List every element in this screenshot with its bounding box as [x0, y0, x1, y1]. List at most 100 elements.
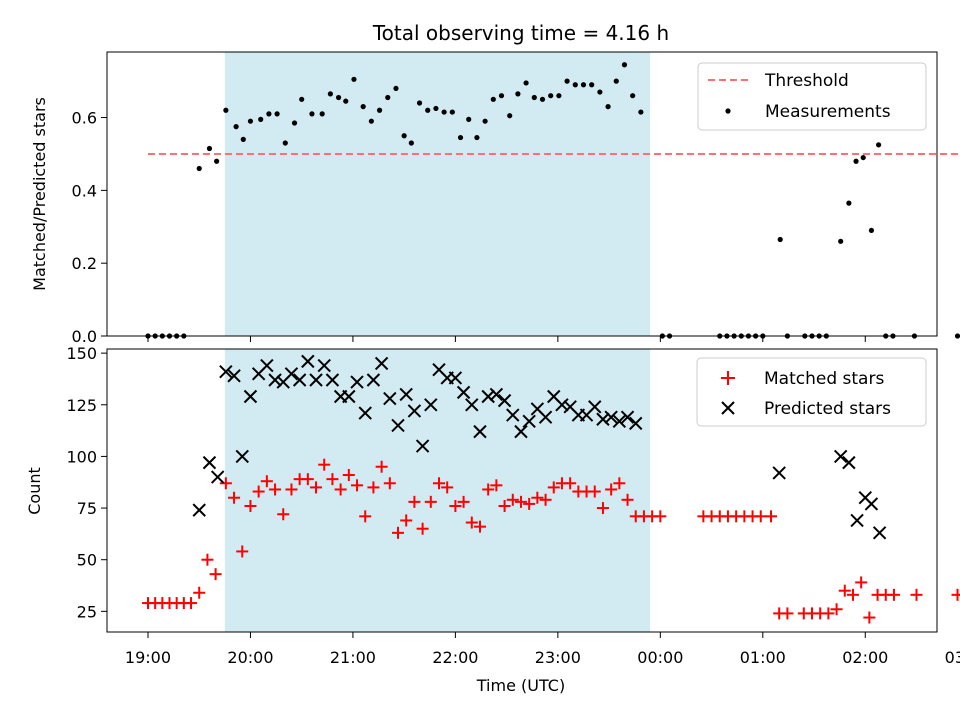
bottom-x-ticks: 19:00 20:00 21:00 22:00 23:00 00:00 01:00 02:00…: [125, 632, 960, 667]
predicted-star-point: [842, 455, 856, 470]
measurement-point: [327, 91, 333, 97]
measurement-point: [548, 93, 554, 99]
top-y-tick-label: 0.6: [72, 109, 97, 128]
measurement-point: [507, 113, 513, 119]
matched-star-point: [449, 499, 462, 512]
matched-star-point: [910, 588, 923, 601]
matched-star-point: [838, 584, 851, 597]
measurement-point: [523, 80, 529, 86]
bottom-x-tick-label: 03:00: [945, 648, 960, 667]
matched-star-point: [605, 483, 618, 496]
x-axis-label: Time (UTC): [476, 676, 565, 695]
top-x-ticks: [147, 336, 866, 342]
matched-star-point: [185, 597, 198, 610]
matched-star-point: [887, 588, 900, 601]
measurement-point: [613, 78, 619, 84]
predicted-star-point: [358, 406, 372, 420]
measurement-point: [258, 116, 264, 122]
predicted-stars-points: [192, 354, 887, 540]
matched-star-point: [490, 479, 503, 492]
matched-star-point: [498, 499, 511, 512]
predicted-star-point: [268, 373, 282, 387]
chart-title: Total observing time = 4.16 h: [372, 21, 669, 45]
predicted-star-point: [489, 387, 504, 402]
matched-star-point: [285, 483, 298, 496]
bottom-x-tick-label: 22:00: [432, 648, 478, 667]
legend-matched-label: Matched stars: [764, 369, 884, 389]
top-axes-frame: [106, 51, 938, 337]
matched-star-point: [846, 588, 859, 601]
predicted-star-point: [864, 497, 879, 511]
measurement-point: [376, 107, 383, 113]
measurement-point: [638, 109, 644, 115]
matched-star-point: [588, 485, 601, 498]
measurement-point: [630, 93, 636, 99]
matched-star-point: [269, 483, 282, 496]
matched-star-point: [621, 493, 634, 506]
matched-star-point: [334, 483, 347, 496]
top-legend: Threshold Measurements: [697, 62, 927, 131]
measurement-point: [196, 165, 202, 172]
predicted-star-point: [342, 389, 356, 404]
predicted-star-point: [202, 455, 217, 470]
measurement-point: [441, 109, 447, 115]
matched-star-point: [539, 493, 552, 506]
matched-star-point: [252, 485, 265, 498]
predicted-star-point: [465, 398, 479, 412]
measurement-point: [498, 93, 505, 99]
predicted-star-point: [383, 391, 397, 406]
measurement-point: [853, 158, 859, 164]
bottom-y-axis-label: Count: [25, 467, 44, 515]
predicted-star-point: [210, 470, 225, 484]
predicted-star-point: [872, 526, 887, 540]
measurement-point: [335, 94, 342, 101]
matched-star-point: [465, 516, 478, 529]
count-panel: 25 50 75 100 125 150 19:00 20:00 21:00 22:00 23:0…: [25, 344, 960, 695]
measurement-point: [214, 158, 220, 164]
measurement-point: [319, 111, 325, 117]
matched-star-point: [473, 520, 486, 533]
legend-measurements-label: Measurements: [765, 102, 891, 122]
bottom-x-tick-label: 19:00: [125, 648, 171, 667]
measurement-point: [777, 236, 783, 243]
measurement-point: [385, 94, 391, 101]
matched-star-point: [830, 603, 843, 616]
bottom-y-tick-label: 125: [66, 396, 97, 415]
predicted-star-point: [772, 466, 786, 480]
legend-predicted-label: Predicted stars: [764, 399, 891, 419]
matched-star-point: [855, 576, 868, 589]
matched-star-point: [441, 481, 454, 494]
matched-star-point: [244, 499, 257, 512]
matched-star-point: [765, 510, 777, 523]
matched-star-point: [260, 475, 273, 488]
matched-star-point: [482, 483, 495, 496]
matched-star-point: [301, 473, 314, 486]
predicted-star-point: [219, 365, 233, 379]
matched-star-point: [359, 510, 372, 523]
predicted-star-point: [366, 373, 381, 387]
predicted-star-point: [629, 416, 643, 431]
predicted-star-point: [227, 369, 241, 383]
predicted-star-point: [497, 393, 512, 408]
bottom-y-tick-label: 75: [77, 499, 97, 518]
predicted-star-point: [448, 371, 463, 385]
matched-star-point: [392, 526, 405, 539]
matched-star-point: [754, 510, 767, 523]
matched-star-point: [863, 611, 876, 624]
legend-measurements-swatch: [725, 108, 731, 114]
bottom-x-tick-label: 00:00: [637, 648, 683, 667]
predicted-star-point: [456, 385, 471, 400]
predicted-star-point: [407, 404, 422, 418]
predicted-star-point: [415, 439, 430, 453]
measurement-point: [868, 227, 875, 234]
measurement-points: [145, 62, 960, 339]
matched-star-point: [310, 481, 323, 494]
matched-star-point: [514, 495, 527, 508]
predicted-star-point: [522, 414, 536, 429]
predicted-star-point: [317, 358, 331, 373]
matched-star-point: [564, 477, 577, 490]
matched-star-point: [781, 607, 794, 620]
bottom-y-tick-label: 50: [77, 551, 97, 570]
matched-star-point: [457, 495, 470, 508]
measurement-point: [274, 111, 280, 117]
